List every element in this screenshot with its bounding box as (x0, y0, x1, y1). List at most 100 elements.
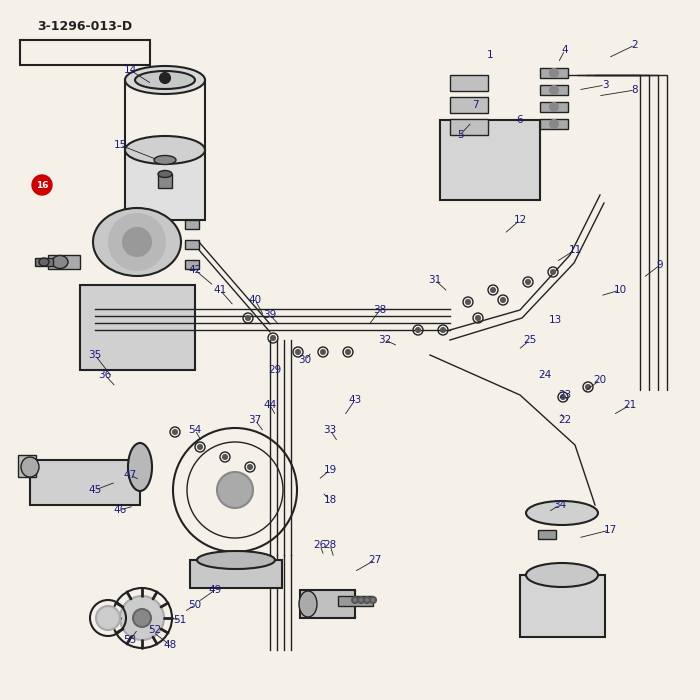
Circle shape (441, 328, 445, 332)
Bar (540, 119, 568, 129)
Text: 26: 26 (314, 540, 327, 550)
Text: 32: 32 (379, 335, 391, 345)
Text: 23: 23 (559, 390, 572, 400)
Circle shape (96, 606, 120, 630)
Circle shape (526, 280, 530, 284)
Text: 5: 5 (456, 130, 463, 140)
Text: 48: 48 (163, 640, 176, 650)
Bar (185, 220, 199, 229)
Bar (540, 85, 568, 95)
Text: 35: 35 (88, 350, 102, 360)
Circle shape (296, 350, 300, 354)
Bar (300, 590, 355, 618)
Text: 11: 11 (568, 245, 582, 255)
Ellipse shape (52, 256, 68, 269)
Circle shape (550, 103, 558, 111)
Text: 13: 13 (548, 315, 561, 325)
Circle shape (550, 86, 558, 94)
Text: 2: 2 (631, 40, 638, 50)
Bar (80, 285, 195, 370)
Ellipse shape (93, 208, 181, 276)
Circle shape (550, 69, 558, 77)
Circle shape (491, 288, 495, 292)
Text: 42: 42 (188, 265, 202, 275)
Text: 46: 46 (113, 505, 127, 515)
Text: 22: 22 (559, 415, 572, 425)
Circle shape (133, 609, 151, 627)
Bar (440, 120, 540, 200)
Text: 24: 24 (538, 370, 552, 380)
Text: 49: 49 (209, 585, 222, 595)
Text: 7: 7 (472, 100, 478, 110)
Bar (540, 102, 568, 112)
Circle shape (248, 465, 252, 469)
Text: 19: 19 (323, 465, 337, 475)
Text: 25: 25 (524, 335, 537, 345)
Circle shape (416, 328, 420, 332)
Text: 29: 29 (268, 365, 281, 375)
Circle shape (223, 455, 227, 459)
Bar (185, 240, 199, 249)
Text: 54: 54 (188, 425, 202, 435)
Circle shape (466, 300, 470, 304)
Circle shape (586, 385, 590, 389)
Text: 15: 15 (113, 140, 127, 150)
Ellipse shape (197, 551, 275, 569)
Ellipse shape (125, 66, 205, 94)
Circle shape (352, 597, 358, 603)
Circle shape (370, 597, 376, 603)
Text: 50: 50 (188, 600, 202, 610)
Bar (520, 575, 605, 637)
Bar (125, 150, 205, 220)
Ellipse shape (299, 591, 317, 617)
Text: 18: 18 (323, 495, 337, 505)
Bar (190, 560, 282, 588)
Bar (538, 530, 556, 539)
Circle shape (173, 430, 177, 434)
Circle shape (476, 316, 480, 320)
Text: 27: 27 (368, 555, 382, 565)
Text: 10: 10 (613, 285, 626, 295)
Ellipse shape (125, 136, 205, 164)
Text: 38: 38 (373, 305, 386, 315)
Circle shape (32, 175, 52, 195)
Text: 28: 28 (323, 540, 337, 550)
Text: 45: 45 (88, 485, 102, 495)
Bar (35, 258, 53, 266)
Bar (18, 455, 36, 477)
Text: 12: 12 (513, 215, 526, 225)
Ellipse shape (21, 457, 39, 477)
Ellipse shape (158, 171, 172, 178)
Text: 20: 20 (594, 375, 607, 385)
Text: 1: 1 (486, 50, 493, 60)
Bar (450, 97, 488, 113)
Circle shape (217, 472, 253, 508)
Circle shape (198, 445, 202, 449)
Circle shape (358, 597, 364, 603)
Circle shape (501, 298, 505, 302)
Circle shape (109, 214, 165, 270)
Bar (338, 596, 373, 606)
Text: 36: 36 (99, 370, 111, 380)
Circle shape (160, 73, 170, 83)
Text: 21: 21 (624, 400, 636, 410)
Bar (158, 174, 172, 188)
Text: 31: 31 (428, 275, 442, 285)
Text: 47: 47 (123, 470, 136, 480)
Text: 3-1296-013-D: 3-1296-013-D (37, 20, 132, 34)
Circle shape (120, 596, 164, 640)
Text: 9: 9 (657, 260, 664, 270)
Text: 51: 51 (174, 615, 187, 625)
Text: 8: 8 (631, 85, 638, 95)
Text: 40: 40 (248, 295, 262, 305)
Ellipse shape (39, 258, 49, 266)
Bar (30, 460, 140, 505)
Text: 16: 16 (36, 181, 48, 190)
Text: 4: 4 (561, 45, 568, 55)
Ellipse shape (135, 71, 195, 89)
Bar (540, 68, 568, 78)
Bar (450, 75, 488, 91)
Text: 34: 34 (554, 500, 566, 510)
Ellipse shape (526, 563, 598, 587)
Ellipse shape (128, 443, 152, 491)
